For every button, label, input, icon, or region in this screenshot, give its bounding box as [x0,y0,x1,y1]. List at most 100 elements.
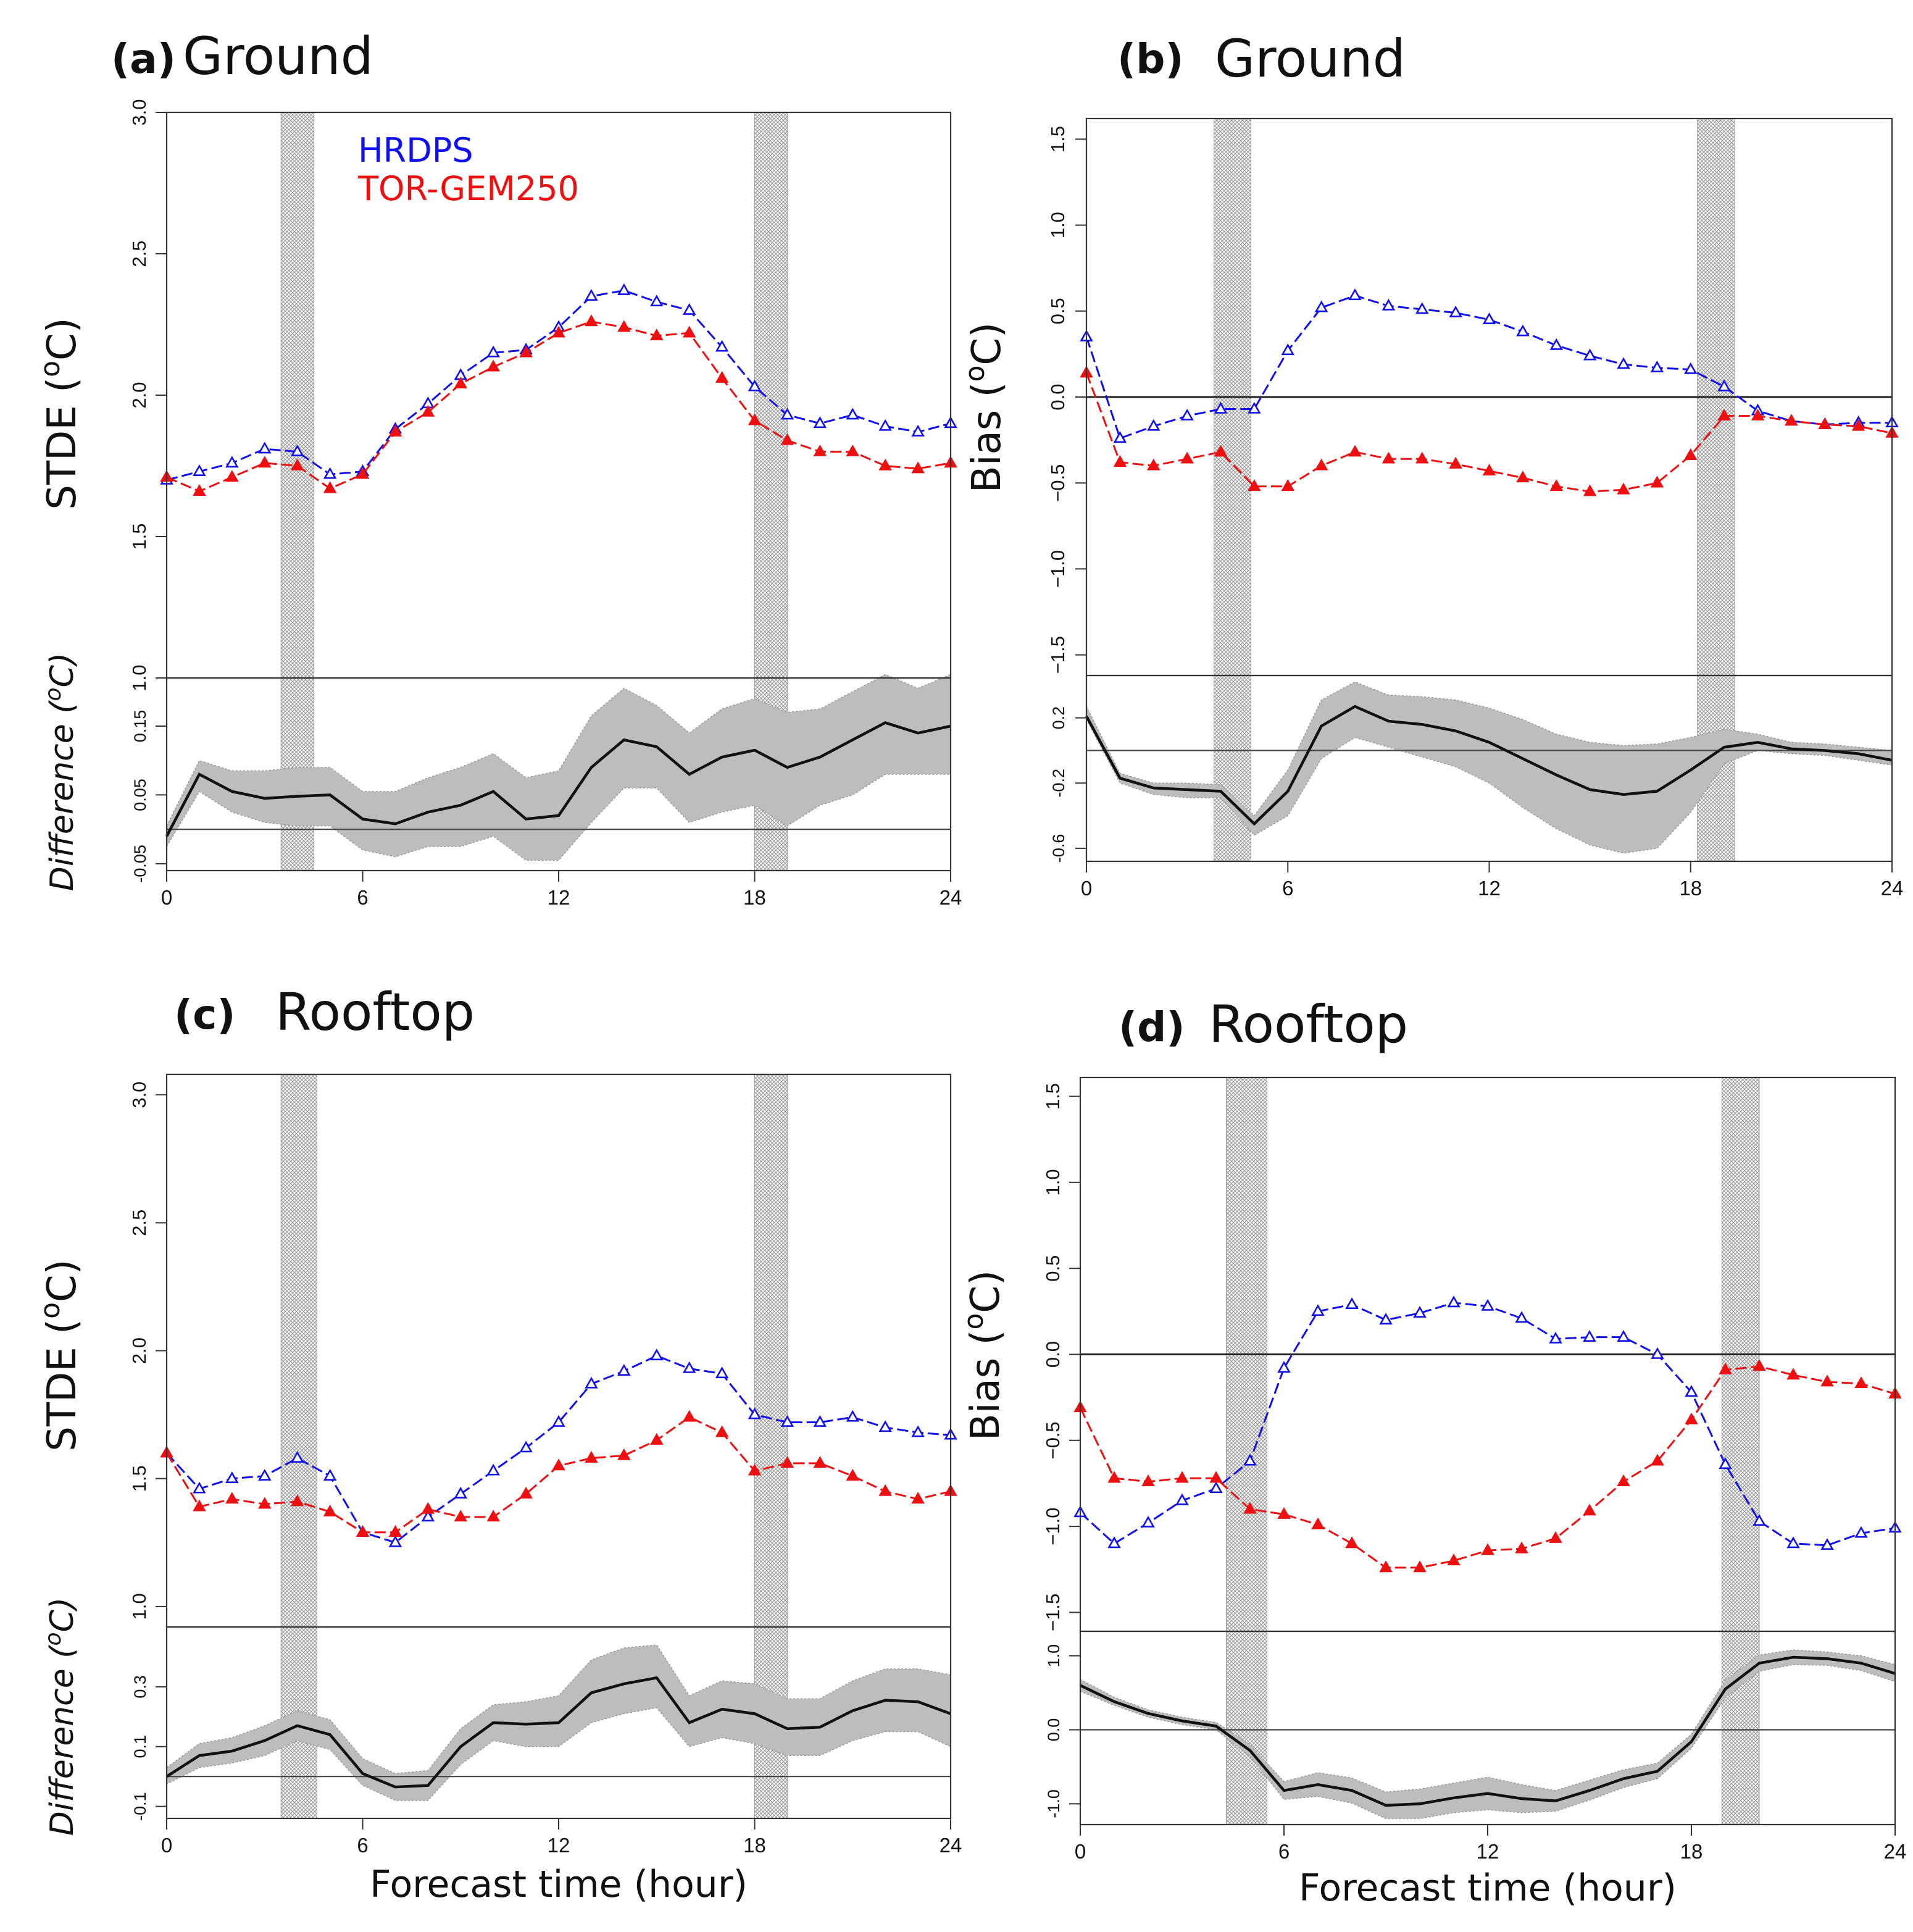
point-hrdps [748,379,762,391]
x-tick-label: 12 [1477,1840,1499,1863]
point-tor-gem250 [1516,470,1530,483]
panel-d: 0 6 12 18 24 −1.5 −1.0 −0.5 0.0 0.5 1.0 1.5 -1.0 0.0 1… [958,994,1906,1910]
point-tor-gem250 [323,1504,337,1516]
point-hrdps [1248,401,1261,414]
point-hrdps [585,1376,598,1389]
point-tor-gem250 [1583,1503,1596,1516]
difference-y-tick-label: -0.6 [1049,834,1068,863]
point-tor-gem250 [1753,1359,1766,1371]
point-hrdps [1107,1536,1121,1549]
chart-panels: 0 6 12 18 241.01.52.02.53.0-0.050.050.15(a) G… [35,26,1906,1910]
point-tor-gem250 [682,325,696,338]
difference-axis-label: Difference (oC) [41,653,81,891]
point-tor-gem250 [1141,1474,1155,1486]
point-hrdps [878,419,892,431]
y-axis-label: Bias (oC) [958,1270,1009,1441]
difference-axis-label-sup: o [41,1632,66,1646]
point-hrdps [258,1468,272,1481]
y-axis-label: STDE (oC) [35,317,85,509]
point-tor-gem250 [748,1463,762,1476]
point-tor-gem250 [290,458,304,470]
point-tor-gem250 [454,1510,467,1522]
point-tor-gem250 [388,424,402,437]
point-tor-gem250 [1243,1502,1257,1514]
point-tor-gem250 [519,345,533,358]
difference-y-tick-label: -0.05 [131,845,149,883]
x-tick-label: 0 [1081,877,1092,900]
x-tick-label: 18 [1679,877,1702,900]
point-hrdps [1447,1295,1461,1308]
y-tick-label: 1.0 [1042,1169,1064,1195]
point-tor-gem250 [585,314,598,327]
point-tor-gem250 [650,328,664,341]
point-tor-gem250 [1549,1531,1562,1543]
y-tick-label: 1.5 [128,523,150,550]
y-tick-label: 2.5 [128,240,150,267]
point-hrdps [1175,1493,1189,1505]
point-hrdps [1348,288,1362,301]
point-hrdps [1345,1297,1359,1310]
point-tor-gem250 [878,458,892,470]
point-tor-gem250 [1209,1471,1223,1483]
difference-axis-label: Difference (oC) [41,1597,81,1836]
point-tor-gem250 [421,1502,435,1514]
y-tick-label: −1.0 [1047,550,1069,588]
x-tick-label: 12 [548,1834,570,1857]
point-hrdps [715,340,729,352]
x-tick-label: 6 [1278,1840,1290,1863]
difference-mean-line [165,721,951,837]
point-tor-gem250 [1854,1376,1868,1389]
panel-a: 0 6 12 18 24 1.0 1.5 2.0 2.5 3.0 -0.05 0.05 0.15 (a) G… [35,26,962,909]
point-tor-gem250 [1180,451,1194,464]
point-tor-gem250 [552,1458,565,1471]
point-tor-gem250 [1617,1474,1630,1486]
legend-hrdps: HRDPS [358,131,473,170]
point-tor-gem250 [290,1494,304,1507]
point-tor-gem250 [1345,1536,1359,1549]
point-tor-gem250 [1214,445,1228,457]
x-tick-label: 24 [1881,877,1904,900]
x-tick-label: 6 [357,886,368,909]
point-tor-gem250 [519,1486,533,1499]
point-tor-gem250 [1277,1507,1291,1519]
point-hrdps [1209,1481,1223,1494]
point-tor-gem250 [813,1456,827,1468]
difference-axis-label-unit: C) [44,1597,81,1633]
point-hrdps [486,1463,500,1476]
y-tick-label: 0.0 [1047,383,1069,410]
point-tor-gem250 [911,1492,925,1504]
point-hrdps [1147,419,1161,431]
point-hrdps [1481,1298,1494,1311]
point-tor-gem250 [225,470,239,482]
x-tick-label: 0 [1075,1840,1086,1863]
point-tor-gem250 [486,359,500,372]
point-tor-gem250 [1786,1368,1800,1380]
y-axis-label: Bias (oC) [959,322,1010,493]
y-axis-label-unit: C) [40,1259,85,1302]
point-hrdps [682,303,696,315]
point-tor-gem250 [1415,451,1429,464]
point-hrdps [552,1415,565,1427]
point-tor-gem250 [846,444,859,456]
point-tor-gem250 [356,467,370,479]
y-tick-label: 1.5 [1042,1083,1064,1110]
point-hrdps [1415,302,1429,314]
x-tick-label: 24 [1884,1840,1907,1863]
point-tor-gem250 [1617,482,1630,495]
y-tick-label: −1.5 [1047,636,1069,674]
point-hrdps [617,1364,631,1376]
point-hrdps [585,289,598,301]
point-hrdps [813,416,827,429]
x-axis-label: Forecast time (hour) [370,1863,748,1906]
point-tor-gem250 [193,1499,206,1512]
point-hrdps [1583,1330,1596,1342]
point-hrdps [1515,1311,1528,1323]
point-tor-gem250 [454,377,467,388]
point-tor-gem250 [1147,458,1161,470]
point-hrdps [1617,357,1630,369]
point-tor-gem250 [878,1484,892,1496]
point-tor-gem250 [1785,414,1798,426]
difference-y-tick-label: -0.1 [131,1792,149,1821]
panel-label: (d) [1119,1003,1185,1051]
